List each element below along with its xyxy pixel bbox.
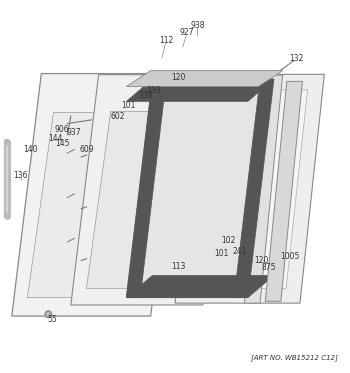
Polygon shape [71, 75, 231, 305]
Circle shape [45, 311, 51, 317]
Polygon shape [189, 90, 308, 288]
Text: 132: 132 [289, 54, 304, 63]
Polygon shape [86, 112, 215, 288]
Text: 241: 241 [232, 247, 246, 256]
Polygon shape [12, 73, 180, 316]
Polygon shape [265, 81, 302, 301]
Text: 602: 602 [111, 112, 125, 120]
Text: 937: 937 [67, 128, 82, 137]
Polygon shape [126, 79, 166, 298]
Text: 112: 112 [159, 36, 174, 45]
Polygon shape [175, 74, 324, 303]
Text: 875: 875 [261, 263, 276, 272]
Text: 120: 120 [171, 73, 186, 82]
Text: 338: 338 [138, 91, 153, 100]
Text: 136: 136 [13, 171, 28, 180]
Text: 906: 906 [55, 125, 69, 134]
Text: 101: 101 [215, 249, 229, 258]
Text: 113: 113 [171, 261, 186, 270]
Text: 144: 144 [48, 134, 62, 143]
Text: 102: 102 [222, 236, 236, 245]
Polygon shape [27, 112, 161, 298]
Polygon shape [126, 79, 274, 101]
Polygon shape [126, 79, 274, 298]
Text: 927: 927 [180, 28, 194, 37]
Polygon shape [126, 70, 283, 87]
Polygon shape [234, 79, 274, 298]
Text: 55: 55 [47, 315, 57, 324]
Text: [ART NO. WB15212 C12]: [ART NO. WB15212 C12] [251, 354, 338, 360]
Text: 140: 140 [24, 145, 38, 154]
Polygon shape [244, 75, 283, 303]
Circle shape [47, 312, 50, 316]
Text: 145: 145 [55, 140, 69, 148]
Text: 339: 339 [147, 86, 161, 95]
Text: 101: 101 [121, 101, 135, 110]
Text: 1005: 1005 [280, 253, 299, 261]
Text: 938: 938 [190, 21, 205, 30]
Polygon shape [126, 275, 274, 298]
Text: 609: 609 [79, 145, 94, 154]
Text: 120: 120 [254, 256, 269, 265]
